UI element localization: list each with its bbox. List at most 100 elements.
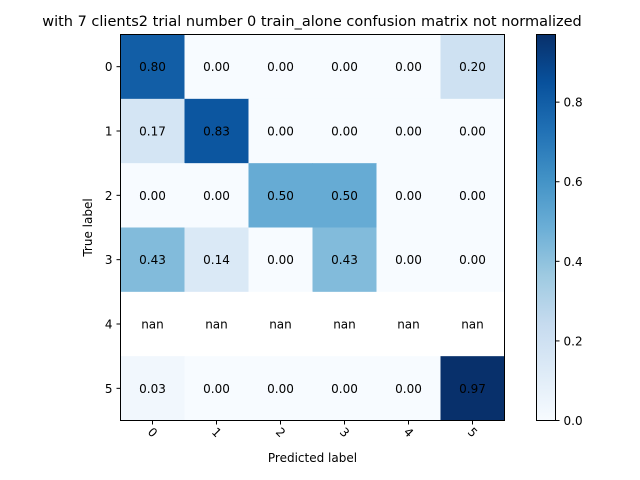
heatmap-cell <box>376 163 441 228</box>
colorbar-tick-label: 0.6 <box>564 175 583 189</box>
cell-value-label: 0.00 <box>395 60 422 74</box>
colorbar-ticks: 0.0 0.2 0.4 0.6 0.8 <box>555 96 583 428</box>
heatmap-cell <box>184 356 249 421</box>
cell-value-label: 0.43 <box>139 253 166 267</box>
x-tick-label: 2 <box>273 425 288 440</box>
y-tick-label: 5 <box>105 382 113 396</box>
cell-value-label: 0.14 <box>203 253 230 267</box>
heatmap-cell <box>120 98 185 164</box>
heatmap-cell <box>376 227 441 293</box>
cell-value-label: 0.00 <box>267 382 294 396</box>
cell-value-label: 0.00 <box>459 125 486 139</box>
heatmap-cell <box>376 34 441 100</box>
y-tick-label: 4 <box>105 318 113 332</box>
cell-value-label: 0.00 <box>203 60 230 74</box>
heatmap-cell <box>184 163 249 228</box>
x-tick-label: 1 <box>209 425 224 440</box>
y-axis-ticks: 0 1 2 3 4 5 <box>105 60 121 396</box>
heatmap-cell <box>248 98 313 164</box>
x-tick-label: 5 <box>465 425 480 440</box>
heatmap-cell <box>312 227 377 293</box>
heatmap-cell <box>440 34 505 100</box>
y-tick-label: 0 <box>105 60 113 74</box>
cell-value-label: 0.20 <box>459 60 486 74</box>
heatmap-cell <box>184 291 249 357</box>
heatmap-cell <box>312 34 377 100</box>
cell-value-label: 0.43 <box>331 253 358 267</box>
cell-value-label: 0.00 <box>203 189 230 203</box>
heatmap-cell <box>184 34 249 100</box>
heatmap-cell <box>184 227 249 293</box>
heatmap-cell <box>248 227 313 293</box>
cell-value-label: 0.50 <box>267 189 294 203</box>
y-tick-label: 1 <box>105 125 113 139</box>
heatmap-cell <box>248 291 313 357</box>
x-axis-label: Predicted label <box>268 451 357 465</box>
heatmap-cell <box>120 356 185 421</box>
cell-value-label: 0.00 <box>267 253 294 267</box>
cell-value-label: nan <box>461 318 484 332</box>
cell-value-label: 0.97 <box>459 382 486 396</box>
cell-value-label: 0.00 <box>395 253 422 267</box>
x-tick-label: 0 <box>145 425 160 440</box>
heatmap-cell <box>312 291 377 357</box>
cell-value-label: 0.00 <box>395 125 422 139</box>
heatmap-cell <box>440 291 505 357</box>
cell-value-label: nan <box>333 318 356 332</box>
cell-value-label: 0.00 <box>395 382 422 396</box>
heatmap-cell <box>312 98 377 164</box>
cell-value-label: 0.00 <box>139 189 166 203</box>
heatmap-cell <box>120 227 185 293</box>
colorbar-tick-label: 0.2 <box>564 334 583 348</box>
x-tick-label: 4 <box>401 425 416 440</box>
heatmap-cell <box>376 98 441 164</box>
cell-value-label: 0.00 <box>331 60 358 74</box>
cell-value-label: 0.00 <box>395 189 422 203</box>
y-axis-label: True label <box>81 198 95 257</box>
cell-value-label: 0.83 <box>203 125 230 139</box>
heatmap-cell <box>376 291 441 357</box>
cell-value-label: 0.00 <box>459 189 486 203</box>
heatmap-cell <box>440 227 505 293</box>
heatmap-cell <box>120 34 185 100</box>
plot-frame <box>120 34 505 421</box>
heatmap-cell <box>312 163 377 228</box>
cell-value-label: nan <box>269 318 292 332</box>
chart-title: with 7 clients2 trial number 0 train_alo… <box>42 14 582 30</box>
cell-value-label: 0.00 <box>267 60 294 74</box>
y-tick-label: 3 <box>105 253 113 267</box>
colorbar <box>536 34 556 421</box>
cell-value-label: 0.00 <box>267 125 294 139</box>
x-tick-label: 3 <box>337 425 352 440</box>
cell-value-label: 0.00 <box>331 382 358 396</box>
heatmap-cell <box>248 163 313 228</box>
heatmap-cell <box>376 356 441 421</box>
heatmap-cell <box>440 98 505 164</box>
y-tick-label: 2 <box>105 189 113 203</box>
heatmap-cell <box>184 98 249 164</box>
heatmap-cell-labels: 0.80 0.00 0.00 0.00 0.00 0.20 0.17 0.83 0.00 0.00… <box>139 60 486 396</box>
cell-value-label: 0.00 <box>331 125 358 139</box>
colorbar-tick-label: 0.0 <box>564 414 583 428</box>
heatmap-cell <box>120 163 185 228</box>
cell-value-label: nan <box>205 318 228 332</box>
cell-value-label: nan <box>397 318 420 332</box>
heatmap-cell <box>120 291 185 357</box>
heatmap-cells <box>120 34 505 421</box>
cell-value-label: 0.03 <box>139 382 166 396</box>
cell-value-label: 0.17 <box>139 125 166 139</box>
x-axis-ticks: 0 1 2 3 4 5 <box>145 420 480 440</box>
colorbar-tick-label: 0.8 <box>564 96 583 110</box>
cell-value-label: 0.00 <box>459 253 486 267</box>
heatmap-cell <box>440 163 505 228</box>
cell-value-label: 0.80 <box>139 60 166 74</box>
cell-value-label: 0.00 <box>203 382 230 396</box>
heatmap-cell <box>248 34 313 100</box>
heatmap-cell <box>440 356 505 421</box>
heatmap-cell <box>312 356 377 421</box>
cell-value-label: nan <box>141 318 164 332</box>
colorbar-tick-label: 0.4 <box>564 255 583 269</box>
heatmap-cell <box>248 356 313 421</box>
cell-value-label: 0.50 <box>331 189 358 203</box>
